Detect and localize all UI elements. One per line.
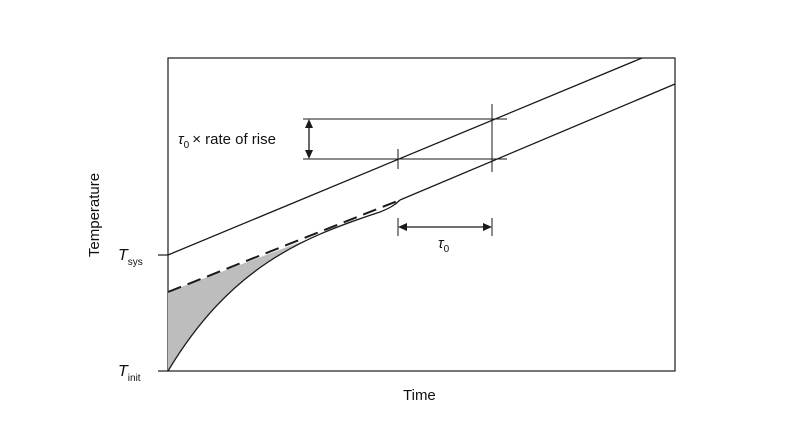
response-curve xyxy=(167,199,401,372)
x-axis-label: Time xyxy=(403,387,436,404)
lag-area xyxy=(168,212,380,371)
rate-annotation: τ0 × rate of rise xyxy=(178,131,276,151)
system-temperature-line xyxy=(167,57,643,256)
lag-arrow-head-left xyxy=(398,223,407,231)
y-axis-label: Temperature xyxy=(86,173,103,257)
response-asymptote-line xyxy=(399,83,676,201)
plot-frame xyxy=(167,57,676,372)
asymptote-dashed-line xyxy=(167,199,401,293)
tinit-label: Tinit xyxy=(118,363,141,384)
lag-arrow-head-right xyxy=(483,223,492,231)
tsys-label: Tsys xyxy=(118,247,143,268)
rate-arrow-head-down xyxy=(305,150,313,159)
rate-arrow-head-up xyxy=(305,119,313,128)
lag-annotation: τ0 xyxy=(438,235,450,255)
